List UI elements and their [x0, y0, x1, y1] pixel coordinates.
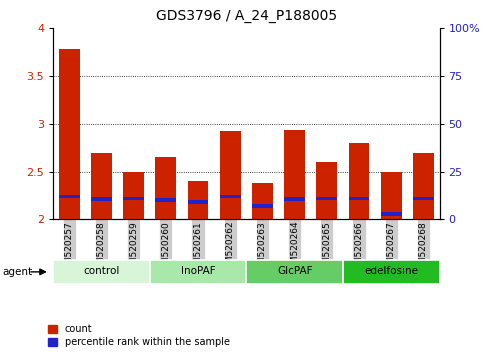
Bar: [59, 49, 80, 219]
Bar: [252, 204, 273, 208]
Bar: [381, 172, 402, 219]
Bar: [220, 195, 241, 199]
Bar: [150, 260, 246, 284]
Bar: [252, 183, 273, 219]
Text: control: control: [83, 266, 120, 276]
Legend: count, percentile rank within the sample: count, percentile rank within the sample: [48, 325, 230, 347]
Bar: [246, 260, 343, 284]
Bar: [220, 131, 241, 219]
Bar: [316, 162, 337, 219]
Text: agent: agent: [2, 267, 32, 277]
Bar: [59, 195, 80, 199]
Bar: [187, 181, 209, 219]
Bar: [381, 212, 402, 216]
Bar: [53, 260, 150, 284]
Bar: [284, 130, 305, 219]
Bar: [91, 153, 112, 219]
Bar: [284, 198, 305, 201]
Bar: [123, 172, 144, 219]
Bar: [156, 157, 176, 219]
Bar: [187, 200, 209, 204]
Bar: [91, 198, 112, 201]
Text: edelfosine: edelfosine: [364, 266, 418, 276]
Bar: [349, 196, 369, 200]
Bar: [349, 143, 369, 219]
Bar: [316, 196, 337, 200]
Bar: [413, 196, 434, 200]
Bar: [123, 196, 144, 200]
Bar: [156, 199, 176, 202]
Bar: [343, 260, 440, 284]
Text: InoPAF: InoPAF: [181, 266, 215, 276]
Bar: [413, 153, 434, 219]
Text: GDS3796 / A_24_P188005: GDS3796 / A_24_P188005: [156, 9, 337, 23]
Text: GlcPAF: GlcPAF: [277, 266, 313, 276]
